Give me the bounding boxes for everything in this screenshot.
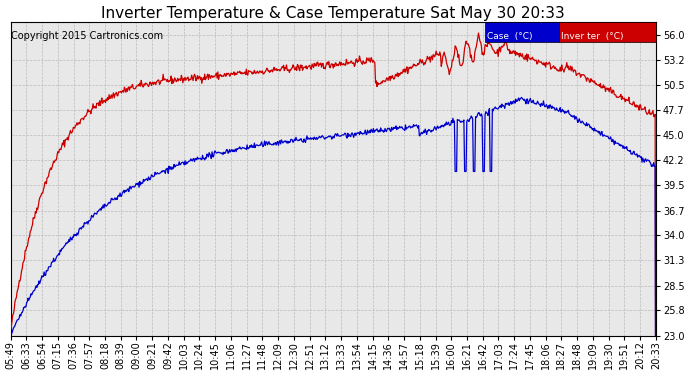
- Text: Case  (°C): Case (°C): [487, 32, 532, 41]
- Text: Inver ter  (°C): Inver ter (°C): [561, 32, 624, 41]
- Bar: [485, 22, 559, 42]
- Text: Copyright 2015 Cartronics.com: Copyright 2015 Cartronics.com: [11, 31, 164, 41]
- Bar: [559, 22, 656, 42]
- Title: Inverter Temperature & Case Temperature Sat May 30 20:33: Inverter Temperature & Case Temperature …: [101, 6, 565, 21]
